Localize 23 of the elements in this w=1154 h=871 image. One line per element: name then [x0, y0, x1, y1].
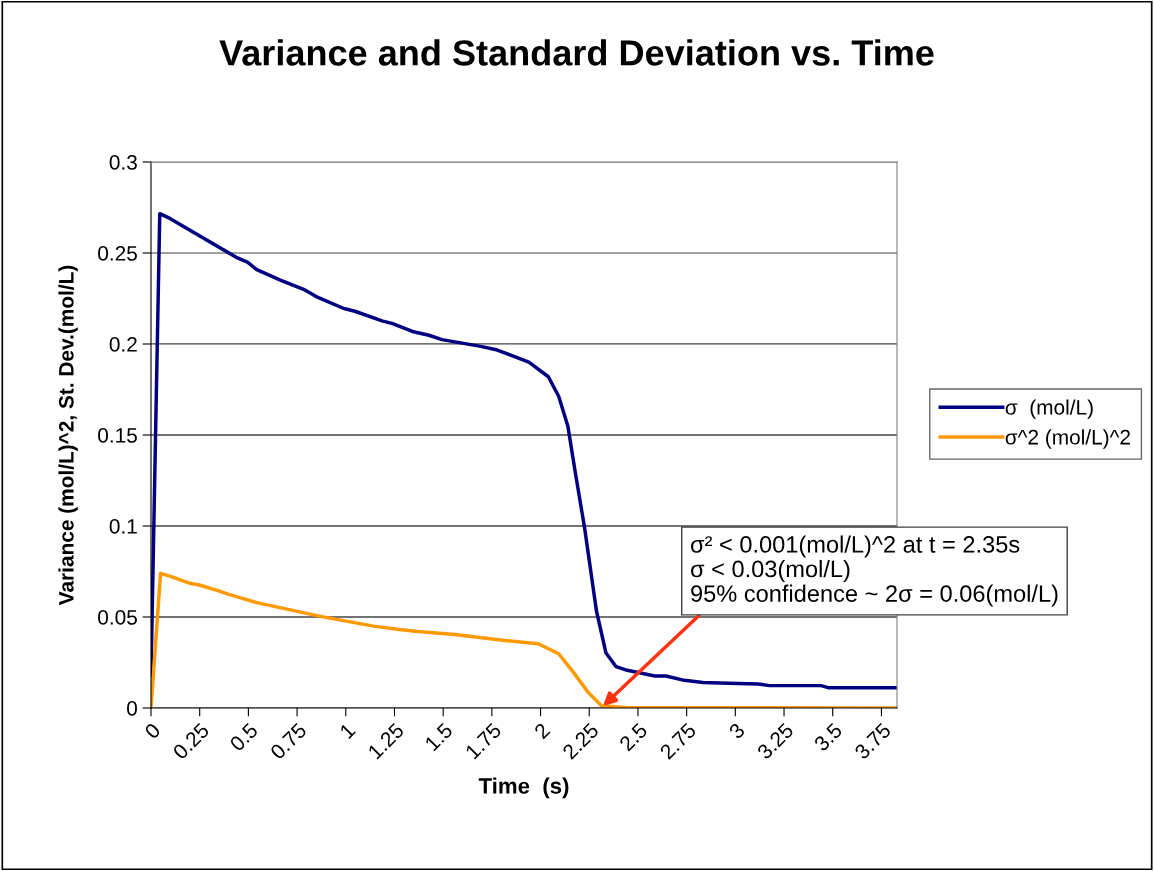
x-tick-label: 1: [339, 722, 356, 739]
x-tick-label: 3.5: [813, 722, 843, 752]
x-tick-label: 0.5: [228, 722, 259, 752]
y-tick-label: 0.2: [109, 337, 137, 352]
y-tick-label: 0.1: [109, 519, 137, 534]
x-tick-label: 0.25: [171, 722, 210, 761]
x-tick-label: 1.5: [424, 722, 454, 752]
annotation: σ² < 0.001(mol/L)^2 at t = 2.35s σ < 0.03(mol/L) 95% confidence ~ 2σ = 0.06(mol/L): [690, 535, 1058, 607]
y-tick-label: 0.05: [98, 610, 137, 625]
chart-title: Variance and Standard Deviation vs. Time: [219, 39, 934, 66]
y-tick-label: 0.15: [98, 428, 137, 443]
x-tick-label: 2: [533, 722, 551, 740]
x-tick-label: 0: [143, 722, 162, 740]
y-tick-label: 0: [127, 701, 137, 716]
y-tick-label: 0.25: [98, 246, 137, 261]
y-axis-title: Variance (mol/L)^2, St. Dev.(mol/L): [58, 265, 78, 606]
y-tick-label: 0.3: [109, 155, 137, 170]
x-tick-label: 0.75: [269, 722, 308, 761]
legend-label: σ^2 (mol/L)^2: [1005, 429, 1130, 449]
legend-label: σ (mol/L): [1005, 399, 1093, 419]
x-axis-title: Time (s): [478, 777, 569, 799]
x-tick-label: 2.5: [618, 722, 649, 752]
x-tick-label: 3: [728, 722, 746, 740]
